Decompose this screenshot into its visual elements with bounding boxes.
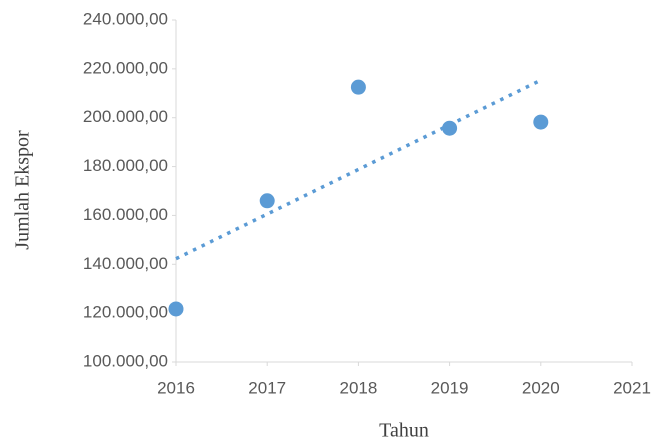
- y-tick-label: 160.000,00: [83, 205, 168, 224]
- y-tick-label: 240.000,00: [83, 9, 168, 28]
- x-tick-label: 2018: [339, 378, 377, 397]
- y-axis-title: Jumlah Ekspor: [12, 130, 34, 250]
- y-tick-label: 120.000,00: [83, 303, 168, 322]
- x-tick-label: 2017: [248, 378, 286, 397]
- x-tick-label: 2020: [522, 378, 560, 397]
- y-tick-label: 180.000,00: [83, 156, 168, 175]
- y-tick-label: 220.000,00: [83, 58, 168, 77]
- x-axis-title: Tahun: [379, 420, 429, 442]
- y-tick-label: 200.000,00: [83, 107, 168, 126]
- x-tick-label: 2021: [613, 378, 651, 397]
- y-tick-label: 100.000,00: [83, 351, 168, 370]
- point: [168, 301, 184, 317]
- point: [259, 193, 275, 209]
- point: [350, 79, 366, 95]
- point: [533, 114, 549, 130]
- point: [442, 120, 458, 136]
- x-tick-label: 2019: [431, 378, 469, 397]
- x-tick-label: 2016: [157, 378, 195, 397]
- trendline: [175, 78, 542, 261]
- y-tick-label: 140.000,00: [83, 254, 168, 273]
